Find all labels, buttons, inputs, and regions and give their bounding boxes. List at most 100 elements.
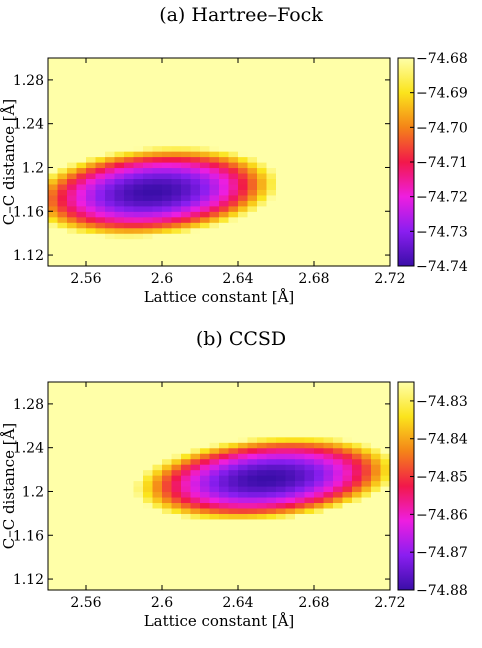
heatmap-cell [333,414,344,421]
heatmap-cell [143,211,154,218]
heatmap-cell [285,486,296,493]
heatmap-cell [209,491,220,498]
heatmap-cell [314,211,325,218]
heatmap-cell [114,382,125,389]
heatmap-cell [266,162,277,169]
heatmap-cell [95,123,106,130]
heatmap-cell [380,255,391,262]
heatmap-cell [95,216,106,223]
heatmap-cell [124,200,135,207]
heatmap-cell [371,145,382,152]
heatmap-cell [266,123,277,130]
heatmap-cell [219,392,230,400]
heatmap-cell [361,557,372,564]
heatmap-cell [162,584,173,591]
heatmap-cell [295,107,306,114]
heatmap-cell [285,107,296,114]
heatmap-cell [247,562,258,569]
heatmap-cell [247,172,258,180]
heatmap-cell [76,458,87,465]
heatmap-cell [228,85,239,92]
heatmap-cell [171,431,182,438]
heatmap-cell [323,453,334,460]
heatmap-cell [342,480,353,487]
heatmap-cell [314,183,325,190]
heatmap-cell [162,557,173,564]
heatmap-cell [333,101,344,108]
heatmap-cell [276,518,287,525]
heatmap-cell [171,535,182,542]
heatmap-cell [133,414,144,421]
heatmap-cell [105,249,116,256]
heatmap-cell [200,96,211,103]
heatmap-cell [257,227,268,234]
heatmap-cell [247,255,258,262]
heatmap-cell [48,244,59,251]
heatmap-cell [361,68,372,76]
heatmap-cell [48,255,59,262]
heatmap-cell [380,513,391,520]
heatmap-cell [380,79,391,86]
heatmap-cell [124,211,135,218]
heatmap-cell [314,507,325,514]
heatmap-cell [48,151,59,158]
y-tick-label: 1.12 [13,248,44,264]
heatmap-cell [285,551,296,558]
heatmap-cell [219,255,230,262]
heatmap-cell [228,491,239,498]
heatmap-cell [219,540,230,547]
heatmap-cell [181,162,192,169]
heatmap-cell [342,200,353,207]
heatmap-cell [266,96,277,103]
heatmap-cell [76,562,87,569]
heatmap-cell [57,249,68,256]
heatmap-cell [266,74,277,81]
heatmap-cell [380,535,391,542]
heatmap-cell [48,557,59,564]
heatmap-cell [295,475,306,482]
heatmap-cell [76,551,87,558]
heatmap-cell [361,414,372,421]
heatmap-cell [105,409,116,416]
heatmap-cell [181,145,192,152]
heatmap-cell [333,216,344,223]
heatmap-cell [266,502,277,509]
heatmap-cell [200,194,211,201]
heatmap-cell [48,436,59,443]
heatmap-cell [276,260,287,267]
heatmap-cell [95,129,106,136]
heatmap-cell [48,387,59,394]
heatmap-cell [314,475,325,482]
heatmap-cell [352,85,363,92]
heatmap-cell [361,403,372,410]
heatmap-cell [209,249,220,256]
heatmap-cell [86,496,97,504]
heatmap-cell [105,469,116,476]
heatmap-cell [371,524,382,531]
heatmap-cell [209,403,220,410]
heatmap-cell [114,436,125,443]
heatmap-cell [228,178,239,185]
heatmap-cell [361,129,372,136]
heatmap-cell [266,90,277,97]
heatmap-cell [380,414,391,421]
heatmap-cell [276,513,287,520]
heatmap-cell [238,573,249,580]
heatmap-cell [380,189,391,196]
heatmap-cell [342,442,353,449]
heatmap-cell [228,551,239,558]
heatmap-cell [333,200,344,207]
heatmap-cell [86,107,97,114]
heatmap-cell [371,496,382,504]
heatmap-cell [361,502,372,509]
heatmap-cell [143,216,154,223]
heatmap-cell [228,387,239,394]
heatmap-cell [124,475,135,482]
heatmap-cell [171,255,182,262]
heatmap-cell [342,453,353,460]
heatmap-cell [181,129,192,136]
heatmap-cell [209,200,220,207]
heatmap-cell [105,178,116,185]
heatmap-cell [380,90,391,97]
heatmap-cell [333,568,344,575]
